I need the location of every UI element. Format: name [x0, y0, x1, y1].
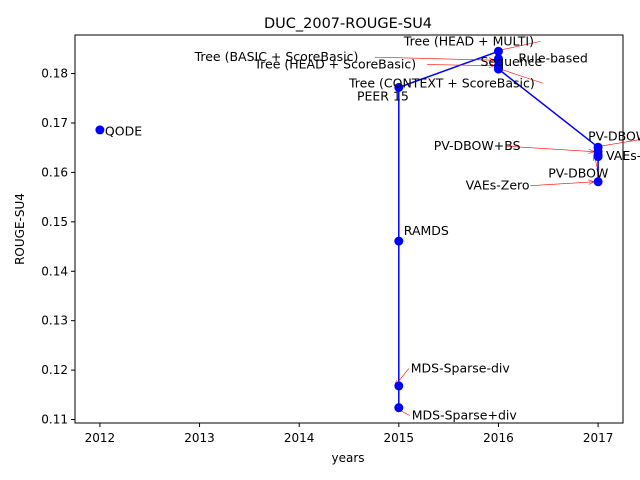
data-point: [394, 236, 404, 246]
point-label: PV-DBOW: [548, 165, 608, 180]
x-tick-label: 2013: [184, 431, 215, 445]
point-label: Tree (HEAD + MULTI): [403, 33, 534, 48]
x-tick-label: 2014: [284, 431, 315, 445]
y-tick-label: 0.18: [41, 67, 68, 81]
data-point: [493, 46, 503, 56]
data-point: [593, 150, 603, 160]
data-point: [95, 125, 105, 135]
x-tick-label: 2015: [384, 431, 415, 445]
x-axis-label: years: [331, 451, 364, 465]
data-point: [394, 403, 404, 413]
point-label: Tree (CONTEXT + ScoreBasic): [348, 75, 535, 90]
point-label: PEER 15: [357, 89, 409, 104]
y-tick-label: 0.15: [41, 215, 68, 229]
annotation-arrow: [530, 181, 595, 187]
y-tick-label: 0.17: [41, 116, 68, 130]
y-tick-label: 0.16: [41, 165, 68, 179]
y-axis-label: ROUGE-SU4: [13, 193, 27, 265]
point-label: MDS-Sparse+div: [412, 408, 518, 423]
annotation-arrow: [427, 64, 495, 66]
annotation-arrow: [505, 145, 595, 152]
point-label: MDS-Sparse-div: [411, 361, 511, 376]
point-label: Tree (HEAD + ScoreBasic): [253, 57, 416, 72]
x-tick-label: 2012: [85, 431, 116, 445]
annotation-arrow: [594, 139, 640, 148]
y-tick-label: 0.11: [41, 413, 68, 427]
point-label: QODE: [105, 123, 142, 138]
data-point: [394, 82, 404, 92]
x-tick-label: 2017: [583, 431, 614, 445]
y-tick-label: 0.12: [41, 363, 68, 377]
y-tick-label: 0.13: [41, 314, 68, 328]
y-tick-label: 0.14: [41, 264, 68, 278]
chart-title: DUC_2007-ROUGE-SU4: [264, 16, 432, 32]
point-label: PV-DBOW+SS: [588, 128, 640, 143]
plot-area: 2012 2013 2014 2015 2016 2017 0.11 0.12 0.13 0.14…: [41, 33, 640, 445]
data-point: [493, 62, 503, 72]
data-point: [593, 177, 603, 187]
x-tick-label: 2016: [483, 431, 514, 445]
point-label: VAEs-A: [606, 148, 640, 163]
point-label: Tree (BASIC + ScoreBasic): [194, 49, 359, 64]
point-label: PV-DBOW+BS: [434, 138, 521, 153]
annotation-arrow: [374, 56, 495, 61]
point-label: RAMDS: [404, 223, 449, 238]
axes-frame: [74, 34, 624, 424]
point-label: VAEs-Zero: [466, 178, 530, 193]
point-label: Sequence: [481, 54, 543, 69]
point-label: Rule-based: [518, 51, 587, 66]
data-point: [394, 381, 404, 391]
